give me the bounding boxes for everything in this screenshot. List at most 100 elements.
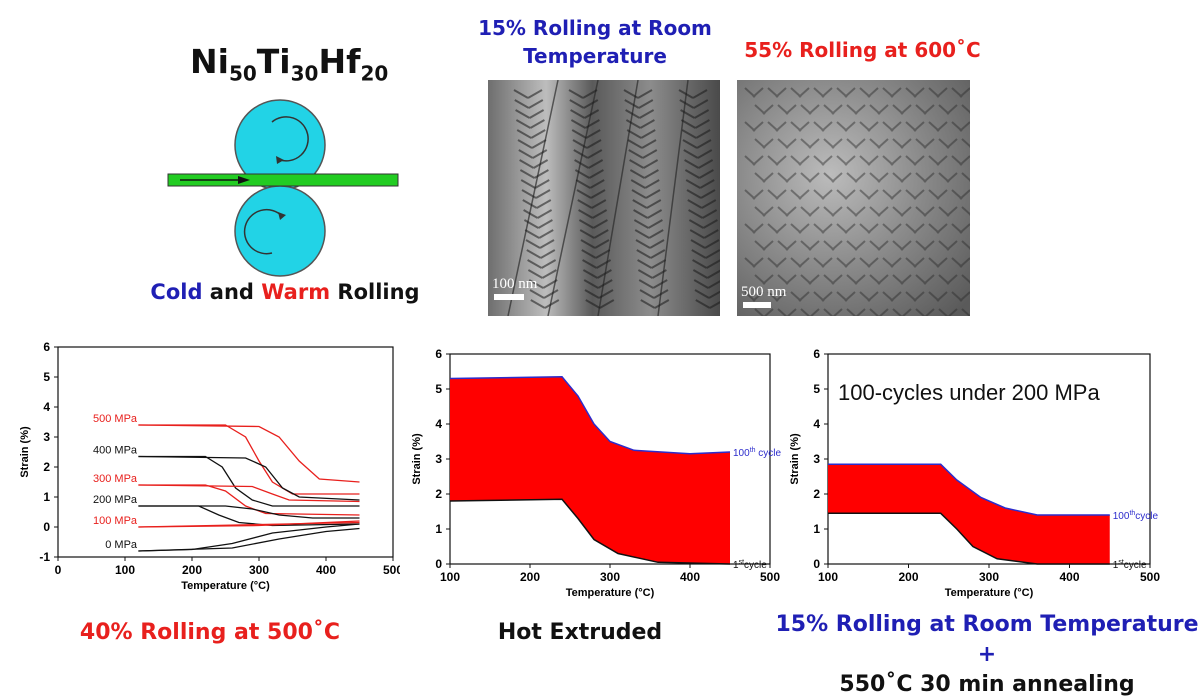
chart0-xtick-label: 100 bbox=[115, 563, 135, 577]
chart0-series-cool-1 bbox=[138, 455, 360, 507]
chart2-ytick-label: 2 bbox=[813, 487, 820, 501]
chart2-xtick-label: 500 bbox=[1140, 570, 1160, 584]
chart2-xtick-label: 200 bbox=[898, 570, 918, 584]
chart0-xtick-label: 500 bbox=[383, 563, 400, 577]
caption-middle: Hot Extruded bbox=[497, 620, 663, 645]
chart2-xtick-label: 100 bbox=[818, 570, 838, 584]
chart2-ytick-label: 0 bbox=[813, 557, 820, 571]
chart1-upper-label: 100th cycle bbox=[733, 447, 782, 459]
chart0-series-label: 100 MPa bbox=[93, 515, 138, 527]
chart0-ylabel: Strain (%) bbox=[19, 426, 31, 478]
scale-label-1: 100 nm bbox=[492, 276, 538, 292]
formula-element-ni: Ni bbox=[190, 42, 229, 81]
chart2-xtick-label: 300 bbox=[979, 570, 999, 584]
scale-label-2: 500 nm bbox=[741, 284, 787, 300]
chart1-ytick-label: 2 bbox=[435, 487, 442, 501]
chart0-ytick-label: 2 bbox=[43, 460, 50, 474]
rolling-caption: Cold and Warm Rolling bbox=[140, 280, 430, 304]
chart2-upper-series bbox=[828, 463, 1110, 516]
chart1-xtick-label: 200 bbox=[520, 570, 540, 584]
chart1-xtick-label: 300 bbox=[600, 570, 620, 584]
chart0-series-heat-5 bbox=[138, 527, 360, 552]
formula-element-hf: Hf bbox=[318, 42, 361, 81]
chart1-lower-series bbox=[449, 498, 731, 565]
formula-element-ti: Ti bbox=[256, 42, 291, 81]
chart2-ylabel: Strain (%) bbox=[789, 433, 801, 485]
chart1-ytick-label: 4 bbox=[435, 417, 442, 431]
chart0-ytick-label: 6 bbox=[43, 340, 50, 354]
lower-rotation-arrow-icon bbox=[243, 209, 283, 255]
chart0-series-heat-3 bbox=[138, 505, 360, 519]
chart0-ytick-label: 4 bbox=[43, 400, 50, 414]
workpiece-sheet bbox=[167, 173, 399, 187]
chart1-ytick-label: 5 bbox=[435, 382, 442, 396]
micrograph-1-title-line2: Temperature bbox=[523, 44, 667, 68]
chart1-ytick-label: 0 bbox=[435, 557, 442, 571]
chart0-xtick-label: 300 bbox=[249, 563, 269, 577]
and-label: and bbox=[202, 280, 262, 304]
rolling-schematic bbox=[167, 99, 399, 277]
chart0-xtick-label: 0 bbox=[55, 563, 62, 577]
formula-sub-ni: 50 bbox=[228, 61, 257, 86]
chart1-ylabel: Strain (%) bbox=[411, 433, 423, 485]
chart1-xtick-label: 100 bbox=[440, 570, 460, 584]
rolling-label: Rolling bbox=[330, 280, 420, 304]
caption-right: 15% Rolling at Room Temperature + 550˚C … bbox=[775, 610, 1199, 700]
chart1-upper-series bbox=[449, 376, 731, 455]
chart0-ytick-label: 0 bbox=[43, 520, 50, 534]
chart2-annotation: 100-cycles under 200 MPa bbox=[838, 380, 1100, 405]
chart0-xlabel: Temperature (°C) bbox=[181, 580, 270, 592]
chart1-cycle-band bbox=[450, 376, 730, 564]
micrograph-1-title: 15% Rolling at Room Temperature bbox=[470, 14, 720, 70]
chart0-series-cool-2 bbox=[138, 484, 360, 516]
chart0-series-heat-2 bbox=[138, 484, 360, 503]
chart0-series-label: 300 MPa bbox=[93, 473, 138, 485]
chart1-ytick-label: 1 bbox=[435, 522, 442, 536]
chart0-ytick-label: 3 bbox=[43, 430, 50, 444]
chart2-ytick-label: 1 bbox=[813, 522, 820, 536]
micrograph-2-image: 500 nm bbox=[737, 80, 970, 316]
chart0-series-heat-1 bbox=[138, 455, 360, 501]
chart1-xlabel: Temperature (°C) bbox=[566, 587, 655, 599]
chart0-series-label: 0 MPa bbox=[105, 539, 138, 551]
chart0-plot-frame bbox=[57, 346, 394, 558]
chart2-ytick-label: 4 bbox=[813, 417, 820, 431]
chart-hot-extruded: 100 200 300 400 500 0 1 2 3 4 5 6 Temperature (°C) St… bbox=[411, 347, 782, 599]
alloy-formula: Ni50Ti30Hf20 bbox=[190, 42, 388, 86]
scale-bar-1 bbox=[494, 294, 524, 300]
chart2-lower-series bbox=[828, 512, 1110, 565]
chart1-ytick-label: 3 bbox=[435, 452, 442, 466]
chart0-series-cool-5 bbox=[138, 523, 360, 552]
scale-bar-2 bbox=[743, 302, 771, 308]
chart0-series-heat-4 bbox=[138, 520, 360, 528]
chart2-xtick-label: 400 bbox=[1059, 570, 1079, 584]
formula-sub-hf: 20 bbox=[360, 61, 389, 86]
chart2-ytick-label: 3 bbox=[813, 452, 820, 466]
upper-rotation-arrow-icon bbox=[271, 116, 309, 162]
lower-roller bbox=[234, 185, 326, 277]
chart1-xtick-label: 500 bbox=[760, 570, 780, 584]
chart0-ytick-label: 5 bbox=[43, 370, 50, 384]
chart0-ytick-label: 1 bbox=[43, 490, 50, 504]
caption-right-line2: 550˚C 30 min annealing bbox=[839, 672, 1135, 697]
chart2-xlabel: Temperature (°C) bbox=[945, 587, 1034, 599]
chart0-series-heat-0 bbox=[138, 424, 360, 483]
chart1-lower-label: 1stcycle bbox=[733, 559, 767, 571]
chart2-cycle-band bbox=[828, 464, 1110, 564]
chart0-series-label: 400 MPa bbox=[93, 445, 138, 457]
chart2-ytick-label: 6 bbox=[813, 347, 820, 361]
micrograph-1-image: 100 nm bbox=[488, 80, 720, 316]
chart0-series-label: 200 MPa bbox=[93, 494, 138, 506]
chart2-lower-label: 1stcycle bbox=[1113, 559, 1147, 571]
chart0-xtick-label: 400 bbox=[316, 563, 336, 577]
chart0-xtick-label: 200 bbox=[182, 563, 202, 577]
caption-right-line1: 15% Rolling at Room Temperature + bbox=[775, 612, 1199, 667]
warm-label: Warm bbox=[261, 280, 331, 304]
formula-sub-ti: 30 bbox=[290, 61, 319, 86]
micrograph-1-title-line1: 15% Rolling at Room bbox=[478, 16, 712, 40]
micrograph-2-title: 55% Rolling at 600˚C bbox=[744, 38, 981, 62]
chart1-xtick-label: 400 bbox=[680, 570, 700, 584]
caption-left: 40% Rolling at 500˚C bbox=[79, 620, 341, 645]
chart2-ytick-label: 5 bbox=[813, 382, 820, 396]
chart0-ytick-label: -1 bbox=[39, 550, 50, 564]
